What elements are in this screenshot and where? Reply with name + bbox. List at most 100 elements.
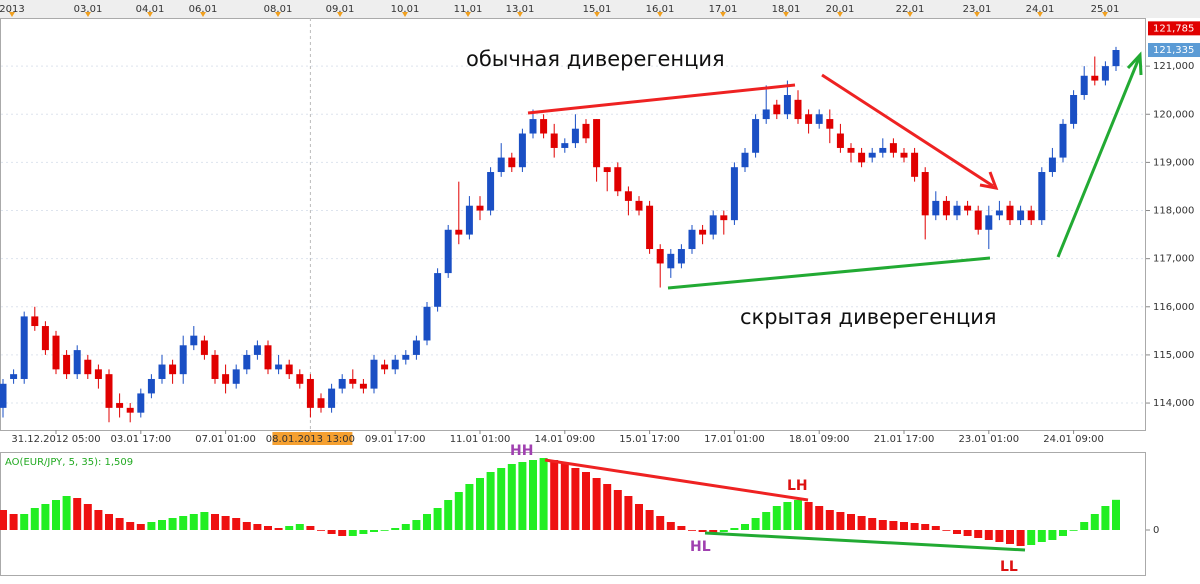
ao-bar <box>794 500 802 530</box>
candle-body <box>359 383 367 389</box>
candle-body <box>147 378 155 394</box>
ao-bar <box>52 500 60 530</box>
ao-bar <box>762 512 771 530</box>
candle-body <box>1048 157 1056 173</box>
top-axis-marker <box>275 12 281 17</box>
top-axis-marker <box>85 12 91 17</box>
top-axis-label: 23.01 <box>963 4 992 15</box>
candle-body <box>794 99 802 120</box>
y-tick-label: 116,000 <box>1153 302 1194 313</box>
arrow-head <box>1126 51 1143 76</box>
candle-body <box>465 205 473 235</box>
x-tick-label: 17.01 01:00 <box>704 434 765 445</box>
top-axis-label: 15.01 <box>583 4 612 15</box>
top-axis-label: 22.01 <box>896 4 925 15</box>
candle-body <box>497 157 505 173</box>
candle-body <box>0 383 7 408</box>
y-tick-label: 115,000 <box>1153 350 1194 361</box>
ao-bar <box>1059 530 1067 536</box>
x-tick-label: 03.01 17:00 <box>110 434 171 445</box>
candle-body <box>911 152 919 177</box>
ao-bar <box>380 530 389 531</box>
top-axis-label: 18.01 <box>772 4 801 15</box>
ao-bar <box>656 516 665 530</box>
candle-body <box>296 374 304 384</box>
ao-bar <box>783 502 792 530</box>
candle-body <box>540 119 548 134</box>
candle-body <box>932 200 940 216</box>
ao-bar <box>931 526 940 530</box>
ao-bar <box>868 518 877 530</box>
top-axis-marker <box>465 12 471 17</box>
candle-body <box>773 104 781 115</box>
price-tag-label: 121,335 <box>1153 45 1194 56</box>
top-axis-label: 20.01 <box>826 4 855 15</box>
candle-body <box>487 172 495 211</box>
candle-body <box>10 374 18 379</box>
ao-bar <box>507 464 516 530</box>
ao-bar <box>476 478 484 530</box>
ao-bar <box>158 520 166 530</box>
candle-body <box>646 205 654 250</box>
ao-bar <box>719 530 728 532</box>
ao-bar <box>285 526 294 530</box>
candle-body <box>190 335 198 346</box>
candle-body <box>1038 172 1046 221</box>
candle-body <box>603 167 611 173</box>
candle-body <box>985 215 993 230</box>
candle-body <box>508 157 516 168</box>
ao-bar <box>9 514 18 530</box>
ao-bar <box>264 526 272 530</box>
candle-body <box>688 229 696 250</box>
top-axis-label: 08.01 <box>264 4 293 15</box>
candle-body <box>762 109 770 120</box>
top-axis-label: 24.01 <box>1026 4 1055 15</box>
price-tag-label: 121,785 <box>1153 23 1194 34</box>
candle-body <box>317 398 325 408</box>
top-axis-label: 10.01 <box>391 4 420 15</box>
candle-body <box>995 210 1003 216</box>
ao-bar <box>444 500 453 530</box>
ao-bar <box>497 468 506 530</box>
ao-bar <box>942 530 951 531</box>
ao-bar <box>465 484 474 530</box>
ao-bar <box>1101 506 1110 530</box>
ao-bar <box>804 502 813 530</box>
candle-body <box>593 119 601 168</box>
candle-body <box>105 374 113 408</box>
candle-body <box>444 229 452 274</box>
ao-bar <box>603 484 612 530</box>
annotation: обычная диверегенция <box>466 47 725 71</box>
price-panel <box>0 18 1146 431</box>
divergence-line <box>667 256 991 290</box>
candle-body <box>73 350 81 375</box>
divergence-lines <box>527 51 1143 552</box>
candle-body <box>614 167 622 192</box>
candle-body <box>942 200 950 216</box>
x-tick-label: 18.01 09:00 <box>789 434 850 445</box>
ao-bar <box>1006 530 1014 544</box>
candle-body <box>370 359 378 389</box>
candle-body <box>349 378 357 384</box>
ao-bar <box>147 522 156 530</box>
plot-layer: 114,000 115,000 116,000 117,000 118,000 119,0… <box>0 4 1200 546</box>
ao-bar <box>20 514 29 530</box>
ao-bar <box>1112 499 1120 530</box>
ao-bar <box>62 496 71 530</box>
candle-body <box>720 215 728 221</box>
ao-bar <box>486 472 495 530</box>
ao-bar <box>317 530 325 531</box>
arrow-head <box>979 171 999 190</box>
candle-body <box>1070 95 1078 124</box>
ao-bar <box>772 506 781 530</box>
candle-body <box>275 364 283 370</box>
candle-body <box>116 403 124 408</box>
candle-body <box>868 152 876 158</box>
candle-body <box>1027 210 1035 221</box>
ao-bar <box>963 530 972 536</box>
top-axis-marker <box>9 12 15 17</box>
candle-body <box>402 354 410 360</box>
ao-bar <box>847 514 855 530</box>
ao-bar <box>571 468 580 530</box>
